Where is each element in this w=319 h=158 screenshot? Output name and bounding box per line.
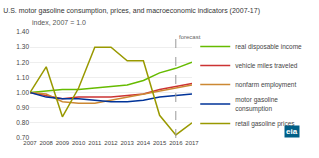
svg-text:2015: 2015 — [153, 140, 167, 146]
svg-text:2013: 2013 — [121, 140, 135, 146]
svg-text:0.70: 0.70 — [16, 134, 29, 141]
svg-text:2009: 2009 — [56, 140, 70, 146]
svg-text:index, 2007 = 1.0: index, 2007 = 1.0 — [32, 19, 86, 26]
svg-text:1.10: 1.10 — [16, 74, 29, 81]
svg-text:2007: 2007 — [23, 140, 37, 146]
svg-text:1.30: 1.30 — [16, 43, 29, 50]
svg-text:1.40: 1.40 — [16, 28, 29, 35]
svg-text:nonfarm employment: nonfarm employment — [235, 81, 296, 89]
svg-text:2016: 2016 — [169, 140, 183, 146]
svg-text:2014: 2014 — [137, 140, 151, 146]
svg-text:0.80: 0.80 — [16, 119, 29, 126]
svg-text:2012: 2012 — [104, 140, 118, 146]
svg-text:retail gasoline prices: retail gasoline prices — [235, 120, 295, 128]
svg-text:forecast: forecast — [179, 34, 201, 40]
svg-text:1.00: 1.00 — [16, 89, 29, 96]
svg-text:0.90: 0.90 — [16, 104, 29, 111]
svg-text:2017: 2017 — [185, 140, 199, 146]
svg-text:motor gasolineconsumption: motor gasolineconsumption — [235, 96, 278, 112]
svg-text:U.S. motor gasoline consumptio: U.S. motor gasoline consumption, prices,… — [3, 7, 260, 15]
svg-text:2008: 2008 — [40, 140, 54, 146]
svg-text:2011: 2011 — [88, 140, 102, 146]
svg-text:eia: eia — [286, 127, 298, 136]
svg-text:1.20: 1.20 — [16, 59, 29, 66]
svg-text:vehicle miles traveled: vehicle miles traveled — [235, 62, 298, 69]
svg-text:real disposable income: real disposable income — [235, 43, 302, 51]
svg-text:2010: 2010 — [72, 140, 86, 146]
